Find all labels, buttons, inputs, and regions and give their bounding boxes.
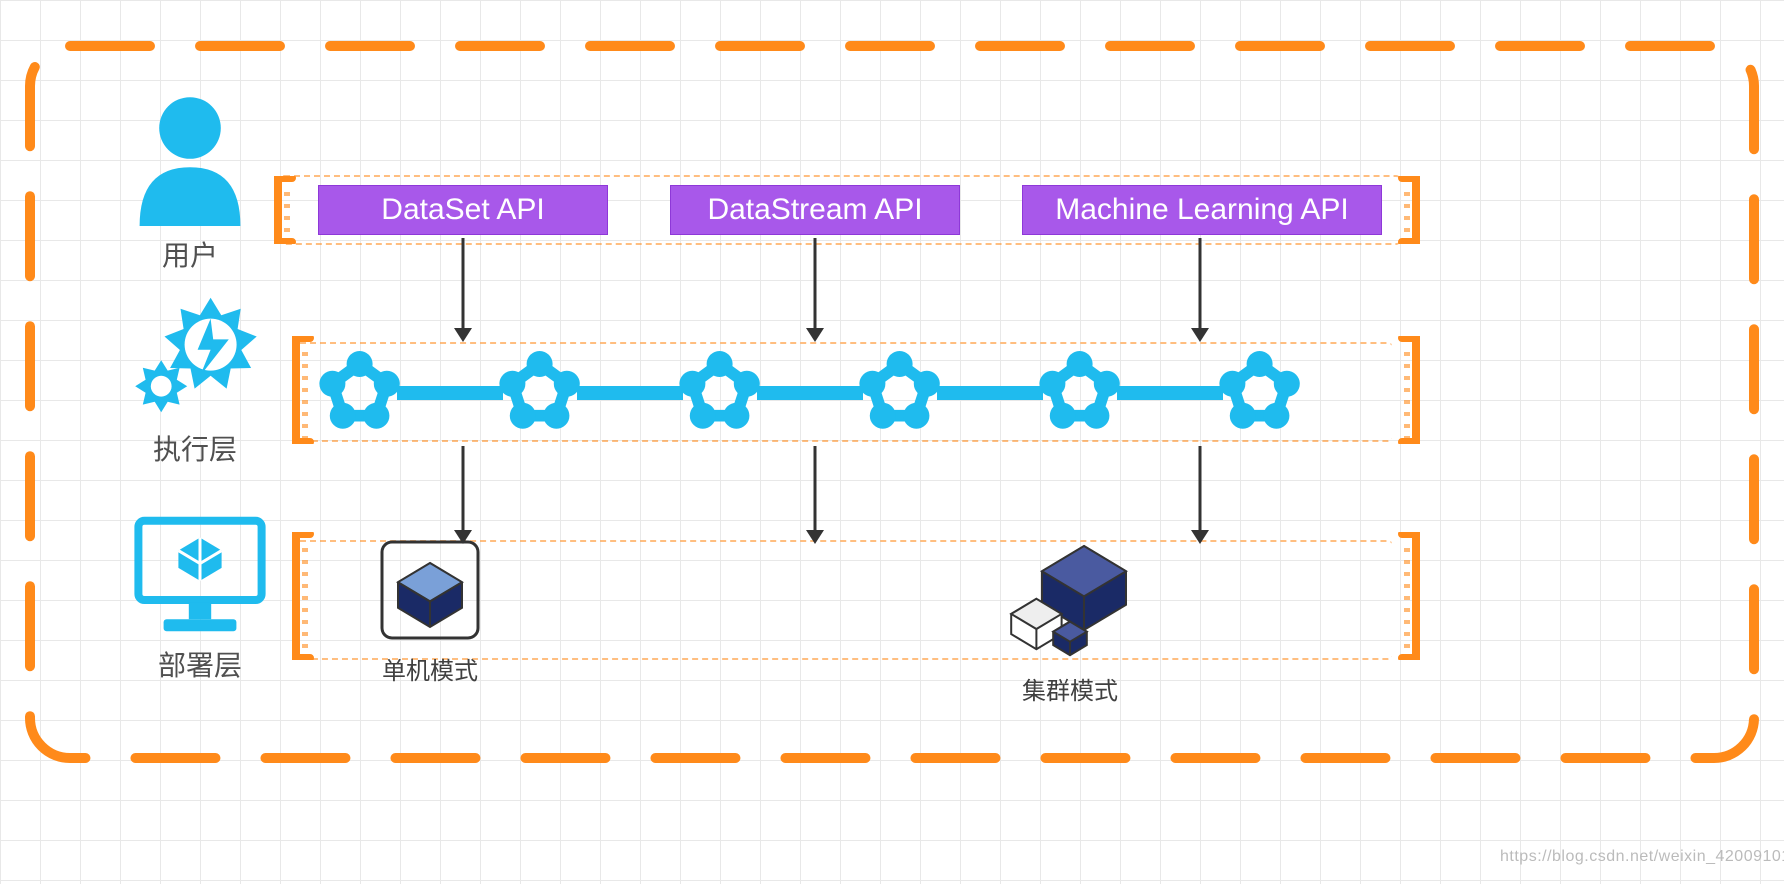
- molecule-node: [675, 348, 764, 437]
- arrow-down-icon: [448, 238, 478, 344]
- molecule-node: [495, 348, 584, 437]
- molecule-link: [757, 386, 864, 400]
- layer-exec: 执行层: [120, 290, 270, 468]
- deploy-item-1: 集群模式: [990, 540, 1150, 706]
- api-box-0: DataSet API: [318, 185, 608, 235]
- diagram-stage: 用户执行层部署层 DataSet API DataStream API Machine…: [0, 0, 1784, 884]
- cluster-cubes-icon: [1000, 540, 1140, 660]
- layer-label-exec: 执行层: [120, 428, 270, 468]
- arrow-down-icon: [1185, 446, 1215, 546]
- arrow-down-icon: [1185, 238, 1215, 344]
- molecule-link: [397, 386, 504, 400]
- molecule-node: [855, 348, 944, 437]
- bracket-right: [1396, 176, 1422, 244]
- deploy-item-0: 单机模式: [360, 540, 500, 686]
- gears-bolt-icon: [130, 290, 260, 420]
- molecule-link: [577, 386, 684, 400]
- deploy-label-0: 单机模式: [360, 651, 500, 686]
- layer-deploy: 部署层: [120, 516, 280, 684]
- molecule-node: [1215, 348, 1304, 437]
- molecule-node: [315, 348, 404, 437]
- molecule-link: [1117, 386, 1224, 400]
- layer-user: 用户: [120, 86, 260, 274]
- api-box-1: DataStream API: [670, 185, 960, 235]
- bracket-right: [1396, 532, 1422, 660]
- user-icon: [130, 86, 250, 226]
- bracket-left: [290, 336, 316, 444]
- molecule-node: [1035, 348, 1124, 437]
- api-box-2: Machine Learning API: [1022, 185, 1382, 235]
- layer-label-user: 用户: [120, 234, 260, 274]
- molecule-link: [937, 386, 1044, 400]
- arrow-down-icon: [800, 446, 830, 546]
- deploy-label-1: 集群模式: [990, 671, 1150, 706]
- single-cube-icon: [380, 540, 480, 640]
- watermark-text: https://blog.csdn.net/weixin_42009101: [1500, 848, 1784, 866]
- bracket-right: [1396, 336, 1422, 444]
- bracket-left: [290, 532, 316, 660]
- arrow-down-icon: [448, 446, 478, 546]
- monitor-cube-icon: [130, 516, 270, 636]
- arrow-down-icon: [800, 238, 830, 344]
- bracket-left: [272, 176, 298, 244]
- layer-label-deploy: 部署层: [120, 644, 280, 684]
